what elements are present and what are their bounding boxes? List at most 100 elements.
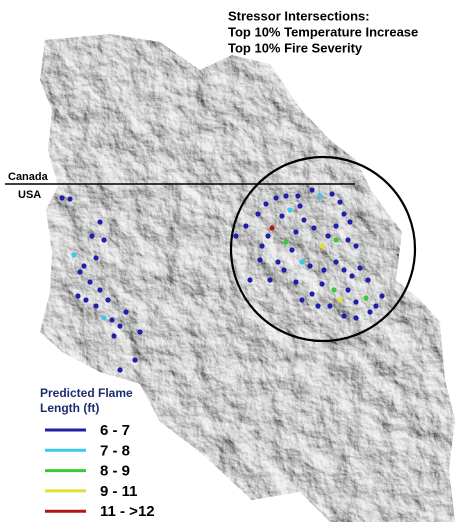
fire-point: [319, 243, 325, 249]
fire-point: [111, 333, 117, 339]
legend-label: 7 - 8: [100, 442, 130, 459]
map-title: Top 10% Fire Severity: [228, 40, 363, 55]
fire-point: [315, 303, 321, 309]
fire-point: [363, 295, 369, 301]
fire-point: [353, 243, 359, 249]
fire-point: [87, 279, 93, 285]
fire-point: [109, 317, 115, 323]
border-label: USA: [18, 189, 41, 201]
fire-point: [293, 229, 299, 235]
fire-point: [337, 297, 343, 303]
fire-points: [59, 187, 385, 373]
legend-title: Length (ft): [40, 401, 99, 415]
fire-point: [299, 259, 305, 265]
fire-point: [105, 297, 111, 303]
fire-point: [341, 267, 347, 273]
fire-point: [89, 233, 95, 239]
fire-point: [279, 213, 285, 219]
fire-point: [267, 277, 273, 283]
fire-point: [301, 217, 307, 223]
fire-point: [365, 277, 371, 283]
fire-point: [243, 223, 249, 229]
fire-point: [97, 219, 103, 225]
fire-point: [137, 329, 143, 335]
fire-point: [247, 277, 253, 283]
fire-point: [309, 187, 315, 193]
fire-point: [265, 233, 271, 239]
fire-point: [71, 252, 77, 258]
fire-point: [93, 255, 99, 261]
fire-point: [299, 297, 305, 303]
fire-point: [275, 259, 281, 265]
fire-point: [75, 293, 81, 299]
fire-point: [331, 287, 337, 293]
fire-point: [117, 323, 123, 329]
fire-point: [117, 367, 123, 373]
fire-point: [101, 237, 107, 243]
fire-point: [289, 247, 295, 253]
fire-point: [97, 287, 103, 293]
fire-point: [319, 281, 325, 287]
fire-point: [83, 297, 89, 303]
fire-point: [325, 233, 331, 239]
fire-point: [77, 269, 83, 275]
fire-point: [379, 293, 385, 299]
legend: 6 - 7 7 - 8 8 - 9 9 - 11 11 - >12: [45, 422, 155, 520]
fire-point: [345, 237, 351, 243]
fire-point: [345, 287, 351, 293]
fire-point: [353, 315, 359, 321]
fire-point: [132, 357, 138, 363]
legend-label: 11 - >12: [100, 503, 155, 520]
fire-point: [309, 291, 315, 297]
fire-point: [317, 193, 323, 199]
legend-label: 8 - 9: [100, 463, 130, 480]
fire-point: [283, 239, 289, 245]
fire-point: [269, 225, 275, 231]
fire-point: [321, 267, 327, 273]
fire-point: [273, 195, 279, 201]
fire-point: [123, 309, 129, 315]
map-title: Top 10% Temperature Increase: [228, 24, 418, 39]
fire-point: [333, 259, 339, 265]
fire-point: [259, 243, 265, 249]
fire-point: [233, 233, 239, 239]
fire-point: [283, 193, 289, 199]
fire-point: [293, 279, 299, 285]
fire-point: [257, 257, 263, 263]
fire-point: [353, 299, 359, 305]
fire-point: [263, 201, 269, 207]
focus-circle: [229, 155, 417, 343]
fire-point: [67, 196, 73, 202]
fire-point: [327, 303, 333, 309]
fire-point: [287, 207, 293, 213]
legend-title: Predicted Flame: [40, 386, 133, 400]
fire-point: [341, 313, 347, 319]
fire-point: [93, 303, 99, 309]
fire-point: [333, 223, 339, 229]
fire-point: [337, 199, 343, 205]
fire-point: [295, 193, 301, 199]
legend-label: 6 - 7: [100, 422, 130, 439]
fire-point: [281, 267, 287, 273]
fire-point: [59, 195, 65, 201]
map-title: Stressor Intersections:: [228, 8, 370, 23]
fire-point: [101, 315, 107, 321]
fire-point: [349, 273, 355, 279]
fire-point: [329, 191, 335, 197]
fire-point: [81, 263, 87, 269]
fire-point: [347, 219, 353, 225]
fire-point: [307, 263, 313, 269]
fire-point: [255, 211, 261, 217]
border-label: Canada: [8, 171, 49, 183]
fire-point: [297, 203, 303, 209]
fire-point: [311, 225, 317, 231]
legend-label: 9 - 11: [100, 483, 138, 500]
fire-point: [341, 211, 347, 217]
fire-point: [373, 303, 379, 309]
fire-point: [357, 265, 363, 271]
fire-point: [367, 309, 373, 315]
fire-point: [333, 237, 339, 243]
